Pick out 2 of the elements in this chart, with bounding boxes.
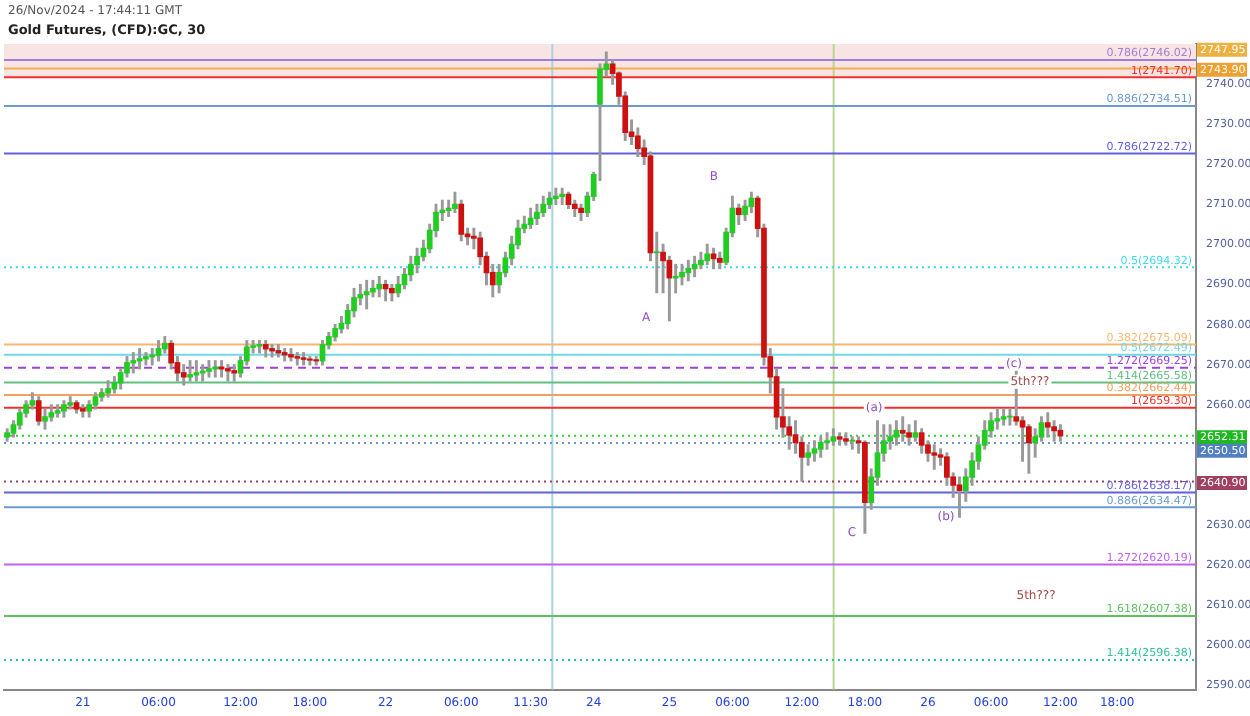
candlestick <box>849 436 856 450</box>
candlestick <box>1007 408 1013 426</box>
